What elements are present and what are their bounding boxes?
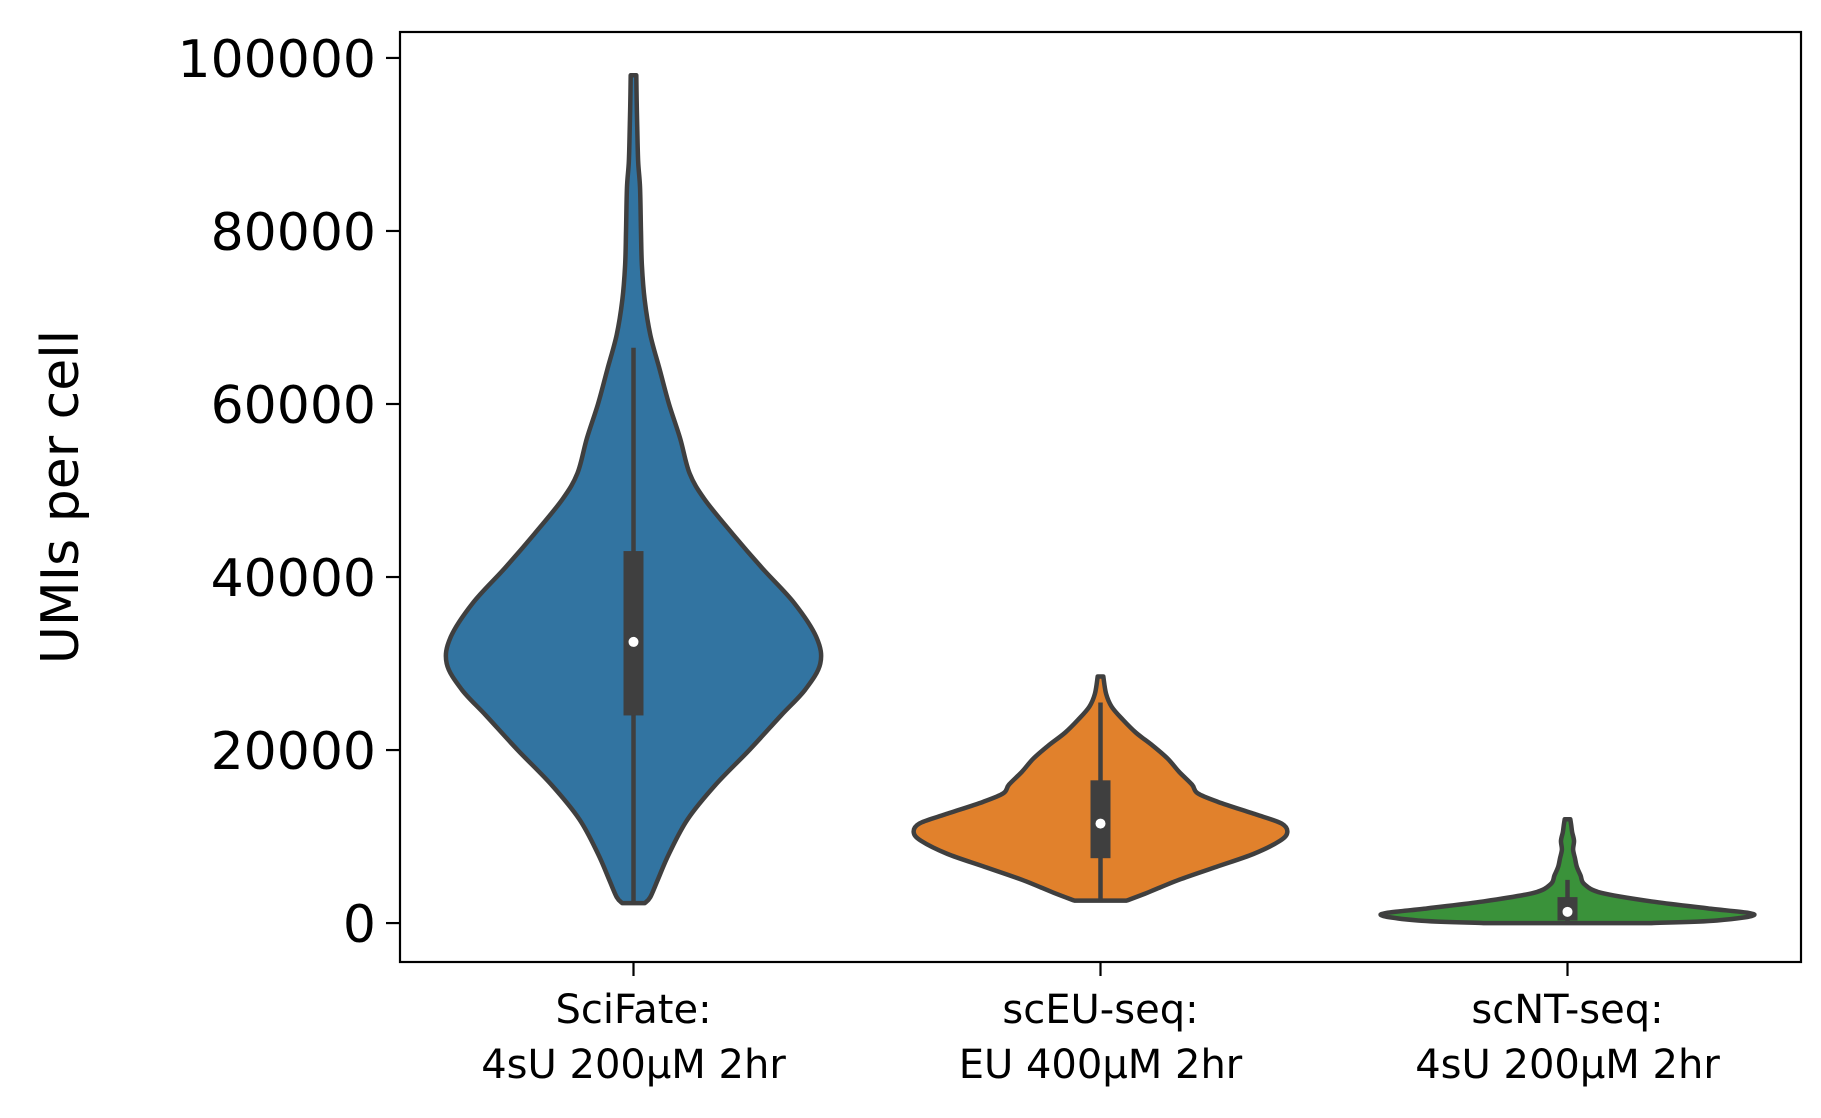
violin-median-1 [628, 636, 639, 647]
x-axis: SciFate: 4sU 200μM 2hr scEU-seq: EU 400μM 2… [481, 962, 1720, 1088]
x-tick-label-line2: 4sU 200μM 2hr [481, 1042, 786, 1088]
y-tick-label: 20000 [211, 722, 376, 782]
y-tick-label: 40000 [211, 549, 376, 609]
x-tick-label-line2: EU 400μM 2hr [959, 1042, 1243, 1088]
x-tick-label-line1: scNT-seq: [1471, 987, 1663, 1033]
x-tick-label-line1: SciFate: [555, 987, 711, 1033]
y-tick-label: 80000 [211, 203, 376, 263]
y-tick-label: 0 [343, 895, 376, 955]
violin-group-1 [443, 73, 824, 906]
violin-layer [443, 73, 1757, 926]
y-axis: 0 20000 40000 60000 80000 100000 [177, 30, 400, 955]
y-tick-label: 60000 [211, 376, 376, 436]
violin-body-3 [1378, 817, 1757, 926]
y-tick-label: 100000 [177, 30, 376, 90]
y-axis-title: UMIs per cell [31, 330, 91, 664]
x-tick-label-line2: 4sU 200μM 2hr [1415, 1042, 1720, 1088]
violin-median-3 [1562, 906, 1573, 917]
violin-median-2 [1095, 818, 1106, 829]
x-tick-label-line1: scEU-seq: [1002, 987, 1198, 1033]
violin-group-3 [1378, 817, 1757, 926]
violin-iqr-box-1 [623, 551, 644, 716]
violin-group-2 [911, 674, 1290, 903]
